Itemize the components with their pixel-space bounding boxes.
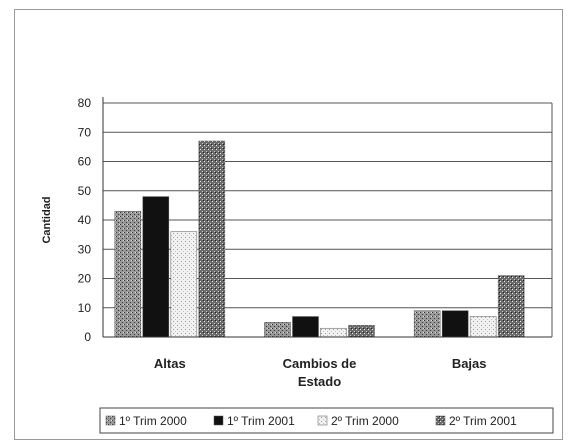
- legend-swatch-1: [105, 415, 116, 426]
- legend-swatch-4: [435, 415, 446, 426]
- y-tick-label: 0: [84, 330, 91, 344]
- y-tick-label: 10: [78, 301, 92, 315]
- bar-1-1: [114, 210, 142, 338]
- bar-2-2: [292, 316, 319, 338]
- bar-2-3: [320, 327, 347, 338]
- y-tick-label: 40: [78, 213, 92, 227]
- bar-1-3: [170, 231, 198, 338]
- x-category-label: Bajas: [452, 356, 487, 371]
- bar-2-4: [348, 325, 375, 338]
- legend-label-2: 1º Trim 2001: [227, 414, 295, 428]
- y-axis-title: Cantidad: [41, 196, 53, 243]
- x-category-label: Altas: [154, 356, 186, 371]
- bar-3-2: [441, 310, 469, 338]
- y-tick-label: 50: [78, 184, 92, 198]
- x-category-label-line: Cambios de: [283, 356, 357, 371]
- x-category-label-line: Altas: [154, 356, 186, 371]
- x-category-label-line: Bajas: [452, 356, 487, 371]
- chart-frame: [14, 9, 563, 440]
- bar-1-4: [198, 140, 226, 338]
- legend-label-4: 2º Trim 2001: [449, 414, 517, 428]
- x-category-label-line: Estado: [298, 374, 341, 389]
- y-tick-label: 70: [78, 125, 92, 139]
- y-tick-label: 20: [78, 272, 92, 286]
- legend-swatch-2: [213, 415, 224, 426]
- legend-label-1: 1º Trim 2000: [119, 414, 187, 428]
- bar-1-2: [142, 196, 170, 338]
- legend-label-3: 2º Trim 2000: [331, 414, 399, 428]
- bar-3-1: [413, 310, 441, 338]
- bar-3-3: [469, 316, 497, 338]
- bar-3-4: [497, 275, 525, 338]
- legend-swatch-3: [317, 415, 328, 426]
- y-tick-label: 80: [78, 96, 92, 110]
- bar-2-1: [264, 322, 291, 338]
- x-category-label: Cambios de Estado: [283, 356, 357, 389]
- y-tick-label: 60: [78, 155, 92, 169]
- y-tick-label: 30: [78, 242, 92, 256]
